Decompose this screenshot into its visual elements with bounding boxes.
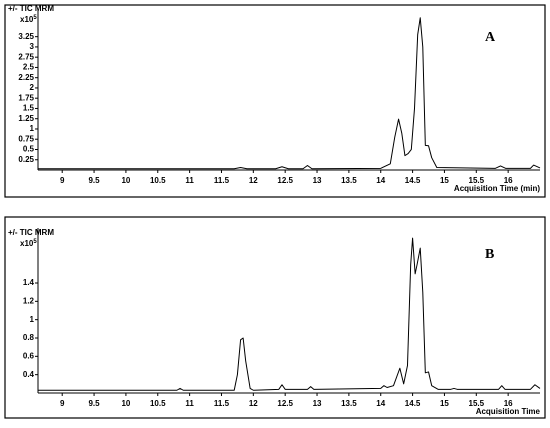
y-tick-label: 2 <box>30 83 35 92</box>
y-tick-label: 0.6 <box>23 351 35 360</box>
y-tick-label: 0.75 <box>18 134 34 143</box>
x-tick-label: 14 <box>376 176 385 185</box>
y-tick-label: 1.75 <box>18 93 34 102</box>
x-tick-label: 9.5 <box>88 399 100 408</box>
x-tick-label: 11 <box>185 176 194 185</box>
y-tick-label: 1.5 <box>23 104 35 113</box>
scale-label: x105 <box>20 15 37 25</box>
x-tick-label: 12.5 <box>277 176 293 185</box>
x-tick-label: 9 <box>60 176 65 185</box>
y-tick-label: 1 <box>30 315 35 324</box>
y-tick-label: 2.75 <box>18 52 34 61</box>
y-tick-label: 2.5 <box>23 63 35 72</box>
annotation: B <box>485 247 494 262</box>
x-tick-label: 16 <box>504 176 513 185</box>
x-tick-label: 11.5 <box>214 176 230 185</box>
y-tick-label: 1.2 <box>23 296 35 305</box>
header: +/- TIC MRM <box>8 228 54 237</box>
x-tick-label: 16 <box>504 399 513 408</box>
scale-base: x10 <box>20 15 34 24</box>
x-tick-label: 14 <box>376 399 385 408</box>
x-tick-label: 11.5 <box>214 399 230 408</box>
scale-label: x105 <box>20 239 37 249</box>
x-tick-label: 11 <box>185 399 194 408</box>
x-tick-label: 9.5 <box>88 176 100 185</box>
x-axis-title: Acquisition Time (min) <box>454 184 540 193</box>
x-tick-label: 9 <box>60 399 65 408</box>
x-tick-label: 10.5 <box>150 176 166 185</box>
x-tick-label: 13.5 <box>341 176 357 185</box>
annotation: A <box>485 30 496 45</box>
x-tick-label: 12 <box>249 176 258 185</box>
y-tick-label: 0.4 <box>23 370 35 379</box>
scale-exponent: 5 <box>33 239 37 245</box>
x-axis-title: Acquisition Time <box>476 407 541 416</box>
x-tick-label: 15.5 <box>469 399 485 408</box>
scale-base: x10 <box>20 239 34 248</box>
panel-frame <box>4 4 546 198</box>
x-tick-label: 15 <box>440 176 449 185</box>
y-tick-label: 0.5 <box>23 145 35 154</box>
y-tick-label: 1.4 <box>23 278 35 287</box>
x-tick-label: 14.5 <box>405 176 421 185</box>
x-tick-label: 10 <box>121 399 130 408</box>
y-tick-label: 2.25 <box>18 73 34 82</box>
scale-exponent: 5 <box>33 15 37 21</box>
x-tick-label: 12.5 <box>277 399 293 408</box>
x-tick-label: 15 <box>440 399 449 408</box>
y-tick-label: 1.25 <box>18 114 34 123</box>
trace <box>38 237 541 391</box>
y-tick-label: 0.25 <box>18 155 34 164</box>
y-tick-label: 3 <box>30 42 35 51</box>
panel-frame <box>4 216 546 419</box>
x-tick-label: 10.5 <box>150 399 166 408</box>
y-tick-label: 0.8 <box>23 333 35 342</box>
x-tick-label: 13 <box>313 399 322 408</box>
trace <box>38 17 541 170</box>
header: +/- TIC MRM <box>8 4 54 13</box>
y-tick-label: 3.25 <box>18 32 34 41</box>
y-tick-label: 1 <box>30 124 35 133</box>
x-tick-label: 14.5 <box>405 399 421 408</box>
x-tick-label: 12 <box>249 399 258 408</box>
x-tick-label: 13.5 <box>341 399 357 408</box>
x-tick-label: 13 <box>313 176 322 185</box>
x-tick-label: 15.5 <box>469 176 485 185</box>
x-tick-label: 10 <box>121 176 130 185</box>
